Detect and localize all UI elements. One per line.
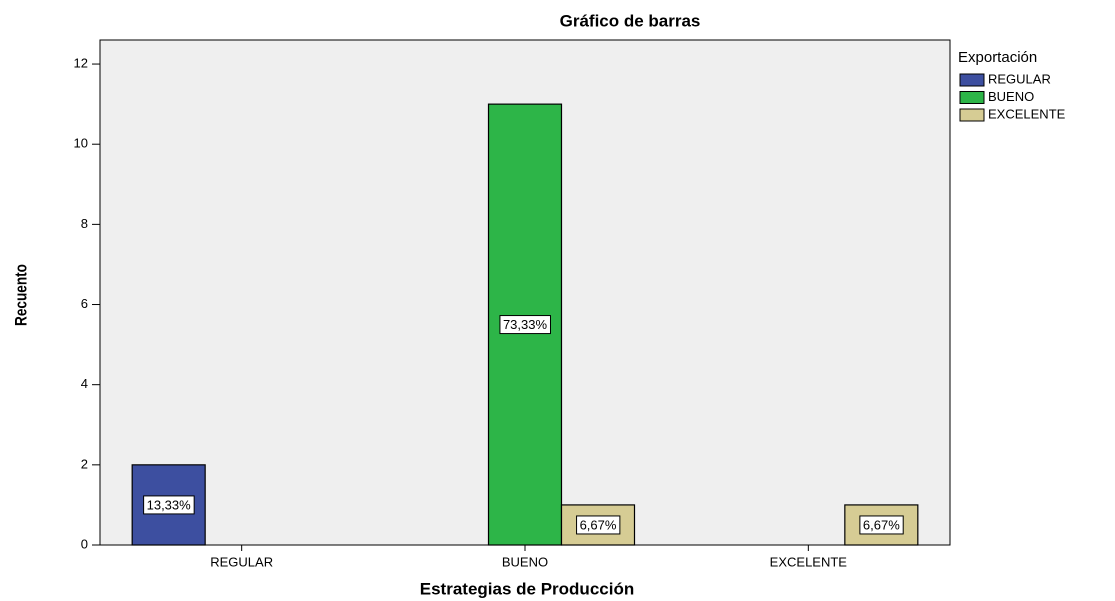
- legend-title: Exportación: [958, 49, 1037, 66]
- y-tick-label: 10: [74, 136, 88, 151]
- y-tick-label: 0: [81, 536, 88, 551]
- chart-title: Gráfico de barras: [560, 11, 701, 30]
- legend-label: REGULAR: [988, 71, 1051, 86]
- legend-swatch: [959, 108, 985, 122]
- y-tick-label: 12: [74, 55, 88, 70]
- y-axis-title: Recuento: [12, 264, 31, 326]
- data-label: 73,33%: [503, 317, 548, 332]
- y-tick-label: 4: [81, 376, 88, 391]
- legend-swatch: [959, 91, 985, 104]
- y-tick-label: 8: [81, 216, 88, 231]
- legend-swatch: [959, 73, 985, 87]
- data-label: 6,67%: [863, 517, 900, 532]
- data-label-box: [499, 315, 551, 335]
- data-label: 6,67%: [580, 517, 617, 532]
- data-label-box: [859, 515, 904, 535]
- y-tick-label: 6: [81, 296, 88, 311]
- data-label-box: [143, 495, 195, 515]
- x-tick-label: EXCELENTE: [770, 554, 848, 569]
- legend-label: EXCELENTE: [988, 106, 1066, 121]
- data-label: 13,33%: [147, 497, 192, 512]
- y-tick-label: 2: [81, 456, 88, 471]
- x-axis-title: Estrategias de Producción: [420, 579, 634, 598]
- x-tick-label: REGULAR: [210, 554, 273, 569]
- x-tick-label: BUENO: [502, 554, 548, 569]
- legend-label: BUENO: [988, 89, 1034, 104]
- data-label-box: [576, 515, 621, 535]
